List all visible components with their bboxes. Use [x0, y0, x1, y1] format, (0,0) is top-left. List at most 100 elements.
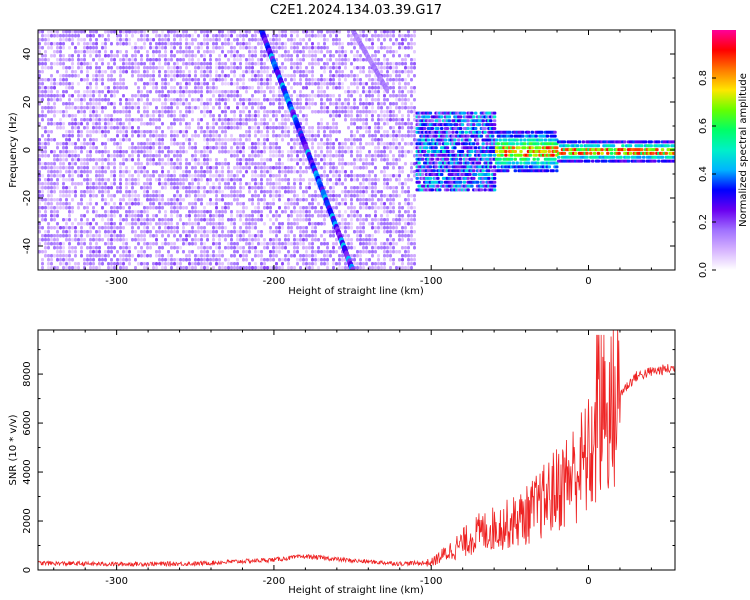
heatmap-cell [383, 202, 386, 206]
heatmap-cell [305, 102, 308, 106]
heatmap-cell [317, 162, 320, 166]
heatmap-cell [170, 110, 173, 114]
heatmap-cell [89, 238, 92, 242]
heatmap-cell [377, 206, 380, 210]
heatmap-cell [350, 106, 353, 110]
heatmap-cell [158, 210, 161, 214]
heatmap-cell [338, 70, 341, 74]
heatmap-cell [65, 66, 68, 70]
heatmap-cell [95, 122, 98, 126]
heatmap-cell [305, 258, 308, 262]
heatmap-cell [89, 38, 92, 42]
heatmap-cell [401, 246, 404, 250]
heatmap-cell [233, 74, 236, 78]
heatmap-cell [80, 190, 83, 194]
heatmap-cell [149, 246, 152, 250]
heatmap-cell [218, 58, 221, 62]
heatmap-cell [65, 142, 68, 146]
heatmap-cell [236, 154, 239, 158]
heatmap-cell [299, 234, 302, 238]
heatmap-cell [221, 210, 224, 214]
heatmap-cell [233, 126, 236, 130]
heatmap-cell [182, 94, 185, 98]
heatmap-cell [80, 214, 83, 218]
heatmap-cell [233, 114, 236, 118]
heatmap-cell [272, 254, 275, 258]
heatmap-cell [113, 110, 116, 114]
heatmap-cell [164, 102, 167, 106]
heatmap-cell [398, 90, 401, 94]
heatmap-cell [338, 66, 341, 70]
heatmap-cell [101, 258, 104, 262]
heatmap-cell [215, 246, 218, 250]
heatmap-cell [368, 174, 371, 178]
heatmap-cell [143, 230, 146, 234]
heatmap-cell [173, 118, 176, 122]
heatmap-cell [293, 158, 296, 162]
heatmap-cell [227, 74, 230, 78]
heatmap-cell [152, 226, 155, 230]
heatmap-cell [389, 34, 392, 38]
heatmap-cell [176, 106, 179, 110]
heatmap-cell [311, 198, 314, 202]
heatmap-cell [116, 110, 119, 114]
heatmap-cell [380, 266, 383, 270]
heatmap-cell [311, 74, 314, 78]
heatmap-cell [368, 206, 371, 210]
heatmap-cell [236, 86, 239, 90]
heatmap-cell [113, 206, 116, 210]
heatmap-cell [323, 102, 326, 106]
heatmap-cell [77, 50, 80, 54]
heatmap-cell [248, 138, 251, 142]
heatmap-cell [368, 242, 371, 246]
heatmap-cell [179, 154, 182, 158]
heatmap-cell [185, 34, 188, 38]
heatmap-cell [197, 262, 200, 266]
heatmap-cell [209, 222, 212, 226]
heatmap-cell [149, 66, 152, 70]
heatmap-cell [128, 98, 131, 102]
heatmap-cell [245, 162, 248, 166]
heatmap-cell [209, 90, 212, 94]
heatmap-cell [56, 182, 59, 186]
heatmap-cell [173, 42, 176, 46]
heatmap-cell [296, 262, 299, 266]
heatmap-cell [119, 206, 122, 210]
heatmap-cell [155, 118, 158, 122]
heatmap-cell [233, 266, 236, 270]
heatmap-cell [209, 78, 212, 82]
heatmap-cell [164, 266, 167, 270]
heatmap-cell [152, 122, 155, 126]
heatmap-cell [323, 262, 326, 266]
heatmap-cell [113, 202, 116, 206]
heatmap-cell [386, 194, 389, 198]
heatmap-cell [137, 146, 140, 150]
heatmap-cell [50, 98, 53, 102]
heatmap-cell [359, 114, 362, 118]
heatmap-cell [59, 94, 62, 98]
heatmap-cell [95, 50, 98, 54]
heatmap-cell [230, 50, 233, 54]
heatmap-cell [287, 50, 290, 54]
heatmap-cell [266, 74, 269, 78]
heatmap-cell [251, 62, 254, 66]
heatmap-cell [179, 58, 182, 62]
heatmap-cell [164, 258, 167, 262]
heatmap-cell [173, 262, 176, 266]
heatmap-cell [173, 110, 176, 114]
heatmap-cell [389, 266, 392, 270]
heatmap-cell [332, 102, 335, 106]
heatmap-cell [248, 118, 251, 122]
heatmap-cell [62, 218, 65, 222]
heatmap-cell [128, 138, 131, 142]
heatmap-cell [359, 258, 362, 262]
heatmap-cell [155, 82, 158, 86]
heatmap-cell [179, 166, 182, 170]
heatmap-cell [332, 86, 335, 90]
heatmap-cell [176, 74, 179, 78]
heatmap-cell [140, 202, 143, 206]
heatmap-cell [263, 142, 266, 146]
heatmap-cell [293, 42, 296, 46]
heatmap-cell [209, 110, 212, 114]
heatmap-cell [236, 142, 239, 146]
